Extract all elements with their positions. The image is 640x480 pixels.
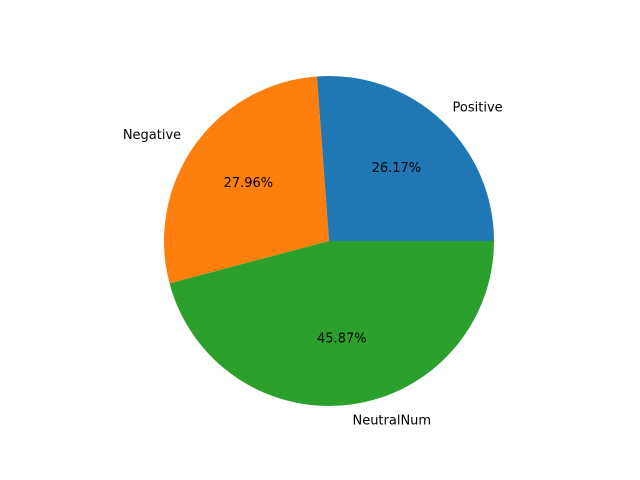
pie-slice-positive: [316, 76, 494, 242]
pie-slice-negative: [163, 76, 329, 284]
pie-slices: [163, 76, 494, 407]
slice-percent-neutralnum: 45.87%: [317, 332, 367, 347]
slice-label-positive: Positive: [453, 101, 503, 116]
slice-percent-positive: 26.17%: [372, 161, 422, 176]
slice-label-neutralnum: NeutralNum: [352, 413, 431, 428]
pie-slice-neutralnum: [169, 241, 494, 407]
slice-label-negative: Negative: [123, 128, 181, 143]
slice-percent-negative: 27.96%: [224, 176, 274, 191]
pie-labels: Positive 26.17% Negative 27.96% NeutralNum 45…: [123, 101, 503, 429]
